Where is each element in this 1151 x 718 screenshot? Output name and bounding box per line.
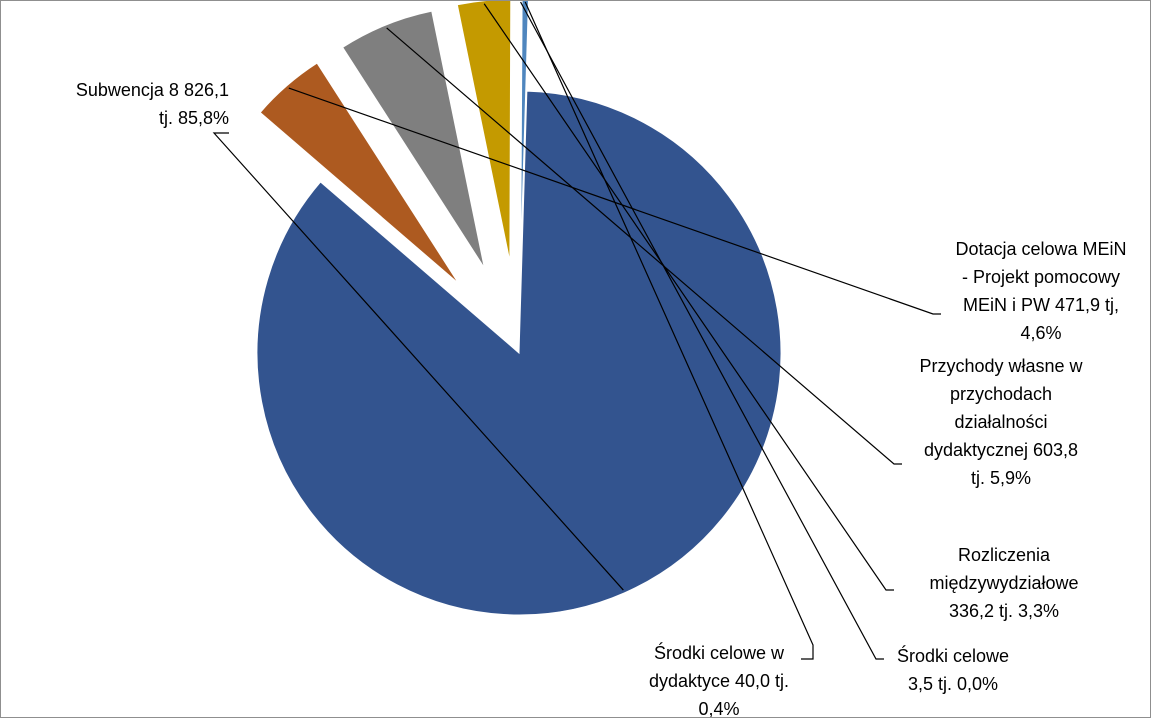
data-label-0-line-0: Subwencja 8 826,1 xyxy=(76,80,229,100)
data-label-3-line-1: międzywydziałowe xyxy=(929,573,1078,593)
pie-slice-1 xyxy=(259,62,460,284)
data-label-4-line-0: Środki celowe xyxy=(897,645,1009,666)
data-label-1-line-3: 4,6% xyxy=(1020,323,1061,343)
leader-line-5 xyxy=(524,1,814,660)
leader-line-0 xyxy=(212,132,624,591)
data-label-2-line-0: Przychody własne w xyxy=(919,356,1083,376)
data-label-2-line-3: dydaktycznej 603,8 xyxy=(924,440,1078,460)
data-label-2-line-4: tj. 5,9% xyxy=(971,468,1031,488)
data-label-1-line-0: Dotacja celowa MEiN xyxy=(955,239,1126,259)
leader-lines xyxy=(212,1,941,660)
pie-slice-3 xyxy=(456,1,512,262)
data-label-0-line-1: tj. 85,8% xyxy=(159,108,229,128)
data-label-0: Subwencja 8 826,1 tj. 85,8% xyxy=(76,80,229,128)
pie-slice-0 xyxy=(256,90,782,616)
data-label-2: Przychody własne w przychodach działalnośc… xyxy=(919,356,1083,488)
data-label-2-line-1: przychodach xyxy=(950,384,1052,404)
data-label-4-line-1: 3,5 tj. 0,0% xyxy=(908,674,998,694)
data-label-5: Środki celowe w dydaktyce 40,0 tj. 0,4% xyxy=(649,642,789,717)
pie-slices xyxy=(256,1,782,616)
pie-slice-2 xyxy=(342,10,485,269)
data-label-4: Środki celowe 3,5 tj. 0,0% xyxy=(897,645,1009,694)
data-label-1: Dotacja celowa MEiN - Projekt pomocowy MEi… xyxy=(955,239,1126,343)
leader-line-2 xyxy=(386,27,902,465)
data-label-1-line-1: - Projekt pomocowy xyxy=(962,267,1120,287)
data-label-5-line-2: 0,4% xyxy=(698,699,739,717)
data-labels: Subwencja 8 826,1 tj. 85,8% Dotacja celowa… xyxy=(76,80,1127,717)
data-label-3-line-0: Rozliczenia xyxy=(958,545,1051,565)
data-label-5-line-0: Środki celowe w xyxy=(654,642,785,663)
leader-line-1 xyxy=(288,87,941,315)
data-label-3-line-2: 336,2 tj. 3,3% xyxy=(949,601,1059,621)
data-label-5-line-1: dydaktyce 40,0 tj. xyxy=(649,671,789,691)
leader-line-4 xyxy=(520,1,884,660)
data-label-1-line-2: MEiN i PW 471,9 tj, xyxy=(963,295,1119,315)
data-label-2-line-2: działalności xyxy=(954,412,1047,432)
pie-slice-4 xyxy=(518,1,522,262)
data-label-3: Rozliczenia międzywydziałowe 336,2 tj. 3,3… xyxy=(929,545,1078,621)
leader-line-3 xyxy=(483,3,894,591)
